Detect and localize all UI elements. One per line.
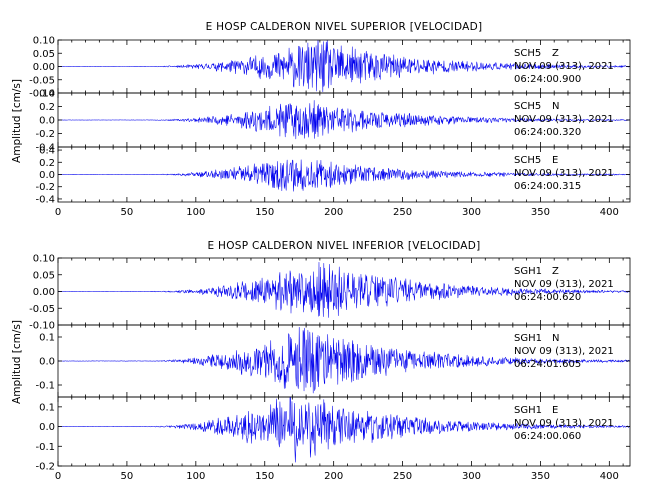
x-tick-label: 250: [393, 207, 412, 218]
x-tick-label: 300: [462, 471, 481, 482]
time-label: 06:24:00.315: [514, 181, 581, 192]
x-tick-label: 150: [255, 471, 274, 482]
y-tick-label: 0.0: [39, 116, 55, 127]
trace-sch5-e: [58, 159, 630, 192]
y-axis-label: Amplitud [cm/s]: [11, 320, 23, 404]
x-tick-label: 100: [186, 207, 205, 218]
component-label: N: [552, 101, 559, 112]
time-label: 06:24:01.605: [514, 359, 581, 370]
chart-title: E HOSP CALDERON NIVEL INFERIOR [VELOCIDA…: [207, 240, 480, 252]
time-label: 06:24:00.900: [514, 74, 581, 85]
y-tick-label: -0.1: [35, 381, 55, 392]
trace-sch5-n: [58, 100, 630, 140]
date-label: NOV 09 (313), 2021: [514, 114, 614, 125]
y-tick-label: -0.2: [35, 462, 55, 473]
component-label: Z: [552, 266, 559, 277]
date-label: NOV 09 (313), 2021: [514, 168, 614, 179]
x-tick-label: 0: [55, 207, 61, 218]
x-tick-label: 350: [531, 471, 550, 482]
y-tick-label: 0.10: [33, 254, 55, 265]
station-label: SCH5: [514, 101, 541, 112]
x-tick-label: 50: [121, 207, 134, 218]
trace-sgh1-n: [58, 327, 630, 394]
x-tick-label: 50: [121, 471, 134, 482]
y-tick-label: -0.2: [35, 129, 55, 140]
y-tick-label: -0.10: [29, 89, 55, 100]
station-label: SGH1: [514, 333, 542, 344]
station-label: SCH5: [514, 155, 541, 166]
station-label: SCH5: [514, 48, 541, 59]
y-tick-label: -0.2: [35, 182, 55, 193]
time-label: 06:24:00.060: [514, 431, 581, 442]
y-tick-label: 0.2: [39, 158, 55, 169]
y-tick-label: 0.0: [39, 170, 55, 181]
y-tick-label: -0.05: [29, 75, 55, 86]
y-tick-label: 0.1: [39, 333, 55, 344]
y-tick-label: -0.05: [29, 304, 55, 315]
y-tick-label: 0.4: [39, 146, 55, 157]
station-label: SGH1: [514, 405, 542, 416]
y-axis-label: Amplitud [cm/s]: [11, 79, 23, 163]
component-label: Z: [552, 48, 559, 59]
x-tick-label: 150: [255, 207, 274, 218]
y-tick-label: -0.4: [35, 194, 55, 205]
panel-frame: [57, 396, 631, 467]
y-tick-label: 0.00: [33, 62, 55, 73]
x-tick-label: 400: [600, 471, 619, 482]
date-label: NOV 09 (313), 2021: [514, 279, 614, 290]
x-tick-label: 400: [600, 207, 619, 218]
time-label: 06:24:00.320: [514, 127, 581, 138]
y-tick-label: 0.4: [39, 89, 55, 100]
y-tick-label: 0.1: [39, 402, 55, 413]
y-tick-label: -0.4: [35, 143, 55, 154]
trace-sch5-z: [58, 40, 630, 93]
x-tick-label: 200: [324, 471, 343, 482]
trace-sgh1-z: [58, 262, 630, 318]
y-tick-label: 0.05: [33, 270, 55, 281]
y-tick-label: -0.10: [29, 321, 55, 332]
component-label: E: [552, 155, 558, 166]
chart-title: E HOSP CALDERON NIVEL SUPERIOR [VELOCIDA…: [206, 21, 483, 33]
x-tick-label: 300: [462, 207, 481, 218]
x-tick-label: 100: [186, 471, 205, 482]
component-label: E: [552, 405, 558, 416]
date-label: NOV 09 (313), 2021: [514, 418, 614, 429]
x-tick-label: 200: [324, 207, 343, 218]
y-tick-label: 0.10: [33, 36, 55, 47]
y-tick-label: 0.2: [39, 102, 55, 113]
y-tick-label: -0.1: [35, 442, 55, 453]
x-tick-label: 250: [393, 471, 412, 482]
date-label: NOV 09 (313), 2021: [514, 61, 614, 72]
y-tick-label: 0.0: [39, 422, 55, 433]
y-tick-label: 0.0: [39, 357, 55, 368]
date-label: NOV 09 (313), 2021: [514, 346, 614, 357]
component-label: N: [552, 333, 559, 344]
y-tick-label: 0.00: [33, 287, 55, 298]
trace-sgh1-e: [58, 397, 630, 463]
time-label: 06:24:00.620: [514, 292, 581, 303]
station-label: SGH1: [514, 266, 542, 277]
x-tick-label: 0: [55, 471, 61, 482]
y-tick-label: 0.05: [33, 49, 55, 60]
x-tick-label: 350: [531, 207, 550, 218]
